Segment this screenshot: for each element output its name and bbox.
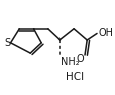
Text: OH: OH <box>97 28 112 38</box>
Text: NH₂: NH₂ <box>61 57 79 66</box>
Text: HCl: HCl <box>66 72 83 82</box>
Text: S: S <box>4 38 10 48</box>
Text: O: O <box>76 54 84 64</box>
Text: ∗: ∗ <box>56 37 61 42</box>
